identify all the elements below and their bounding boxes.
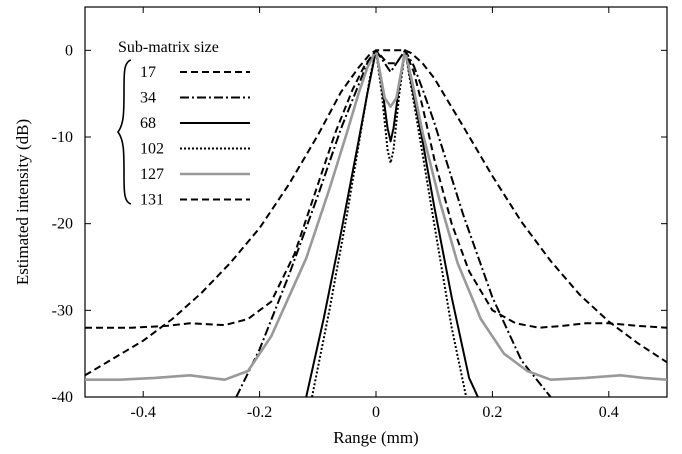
tick-layer: -0.4 -0.2 0 0.2 0.4 0 -10 -20 -30 -40 <box>52 7 667 421</box>
x-tick-label: 0 <box>372 404 380 421</box>
series-line-34 <box>235 49 552 397</box>
legend-label-17: 17 <box>140 64 156 81</box>
legend-label-34: 34 <box>140 90 156 107</box>
x-tick-label: 0.4 <box>599 404 619 421</box>
legend-title: Sub-matrix size <box>118 39 219 56</box>
series-line-102 <box>311 49 468 397</box>
y-tick-label: -20 <box>52 216 73 233</box>
series-line-17 <box>85 49 667 377</box>
legend-label-131: 131 <box>140 192 164 209</box>
legend-brace <box>117 59 132 205</box>
y-tick-label: 0 <box>65 42 73 59</box>
y-axis-title: Estimated intensity (dB) <box>13 119 32 285</box>
plot-frame <box>84 6 668 398</box>
legend: Sub-matrix size 17 34 68 102 127 131 <box>117 39 250 209</box>
series-layer <box>85 48 667 397</box>
y-tick-label: -40 <box>52 389 73 406</box>
legend-label-102: 102 <box>140 141 164 158</box>
series-line-131 <box>85 49 667 329</box>
y-tick-label: -30 <box>52 302 73 319</box>
series-line-127 <box>85 48 667 382</box>
x-tick-label: 0.2 <box>482 404 502 421</box>
x-tick-label: -0.4 <box>131 404 156 421</box>
x-axis-title: Range (mm) <box>333 428 418 447</box>
series-line-68 <box>305 49 479 397</box>
legend-label-127: 127 <box>140 166 164 183</box>
y-tick-label: -10 <box>52 129 73 146</box>
x-tick-label: -0.2 <box>247 404 272 421</box>
legend-label-68: 68 <box>140 115 156 132</box>
